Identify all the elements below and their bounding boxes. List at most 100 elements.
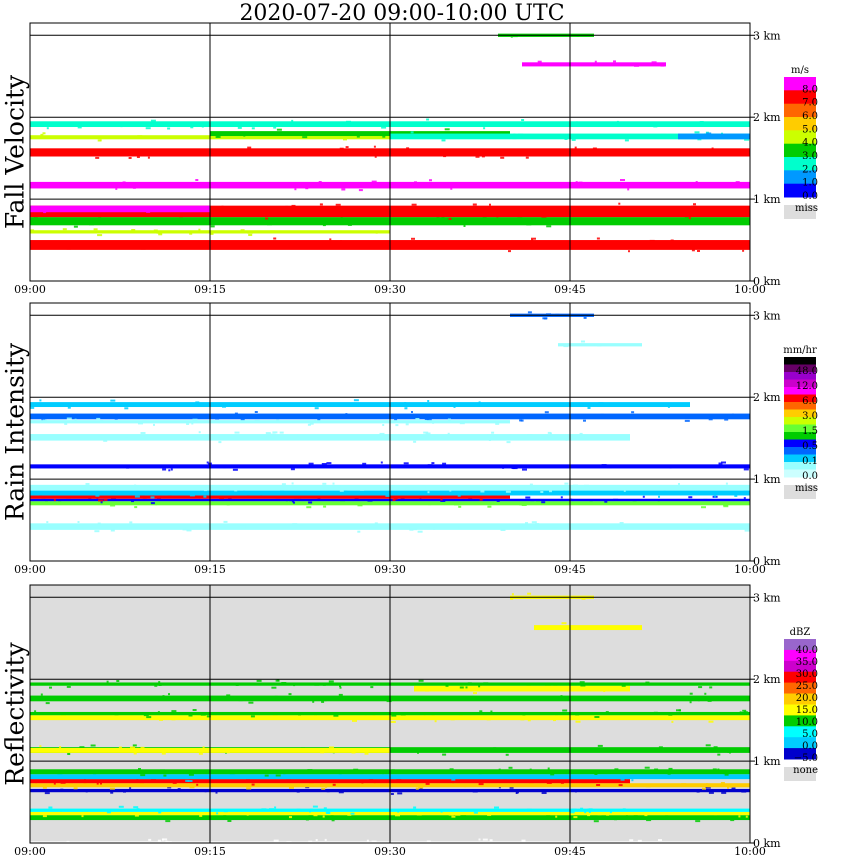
rain-intensity-speckle	[658, 495, 660, 498]
reflectivity-speckle	[687, 748, 692, 751]
fall-velocity-speckle	[259, 132, 263, 135]
rain-intensity-layer	[30, 402, 690, 408]
rain-intensity-speckle	[64, 422, 68, 425]
fall-velocity-speckle	[345, 245, 349, 248]
reflectivity-speckle	[42, 786, 47, 789]
reflectivity-speckle	[204, 790, 207, 793]
reflectivity-speckle	[324, 838, 327, 841]
fall-velocity-speckle	[295, 207, 300, 210]
reflectivity-colorbar-label: 35.0	[796, 657, 818, 668]
fall-velocity-speckle	[564, 138, 568, 140]
reflectivity-speckle	[442, 753, 447, 756]
rain-intensity-speckle	[317, 419, 321, 421]
reflectivity-speckle	[717, 753, 721, 756]
fall-velocity-speckle	[370, 151, 374, 154]
reflectivity-speckle	[175, 813, 181, 815]
rain-intensity-speckle	[613, 498, 619, 501]
rain-intensity-speckle	[417, 530, 423, 533]
rain-intensity-speckle	[527, 434, 533, 436]
reflectivity-speckle	[57, 773, 63, 776]
reflectivity-speckle	[425, 782, 430, 785]
rain-intensity-speckle	[522, 524, 525, 527]
fall-velocity-colorbar-swatch	[784, 103, 816, 118]
reflectivity-speckle	[85, 790, 88, 793]
reflectivity-speckle	[546, 781, 552, 784]
fall-velocity-speckle	[508, 250, 511, 253]
rain-intensity-speckle	[606, 466, 612, 469]
reflectivity-speckle	[550, 773, 555, 776]
reflectivity-speckle	[261, 808, 267, 811]
reflectivity-speckle	[668, 843, 674, 846]
reflectivity-colorbar-label: 10.0	[796, 717, 818, 728]
fall-velocity-speckle	[344, 149, 350, 152]
rain-intensity-speckle	[598, 402, 604, 405]
reflectivity-speckle	[167, 786, 172, 789]
rain-intensity-speckle	[345, 413, 348, 416]
rain-intensity-colorbar-swatch	[784, 439, 816, 448]
reflectivity-speckle	[546, 627, 550, 630]
rain-intensity-speckle	[265, 432, 271, 435]
fall-velocity-speckle	[324, 211, 330, 214]
rain-intensity-speckle	[584, 484, 589, 487]
reflectivity-speckle	[320, 751, 325, 754]
reflectivity-speckle	[269, 808, 274, 811]
reflectivity-speckle	[478, 774, 482, 777]
rain-intensity-speckle	[339, 489, 344, 492]
rain-intensity-speckle	[427, 491, 430, 494]
rain-intensity-speckle	[328, 491, 334, 493]
rain-intensity-speckle	[413, 440, 417, 443]
rain-intensity-speckle	[299, 525, 304, 528]
reflectivity-speckle	[730, 819, 735, 822]
fall-velocity-speckle	[512, 137, 517, 140]
fall-velocity-speckle	[319, 203, 323, 206]
rain-intensity-speckle	[415, 418, 420, 420]
fall-velocity-speckle	[318, 181, 322, 183]
rain-intensity-speckle	[394, 418, 398, 421]
rain-intensity-colorbar-swatch	[784, 402, 816, 410]
reflectivity-speckle	[304, 775, 308, 778]
reflectivity-speckle	[49, 789, 53, 792]
rain-intensity-speckle	[529, 483, 533, 486]
reflectivity-speckle	[581, 597, 586, 600]
reflectivity-speckle	[461, 814, 467, 817]
rain-intensity-speckle	[218, 441, 222, 444]
reflectivity-speckle	[332, 783, 336, 786]
rain-intensity-speckle	[642, 495, 645, 498]
fall-velocity-speckle	[574, 186, 580, 189]
rain-intensity-speckle	[509, 434, 512, 437]
fall-velocity-speckle	[77, 126, 82, 129]
fall-velocity-speckle	[40, 133, 44, 136]
reflectivity-speckle	[225, 770, 229, 773]
rain-intensity-speckle	[392, 499, 396, 501]
rain-intensity-speckle	[531, 521, 537, 524]
fall-velocity-speckle	[688, 217, 691, 220]
reflectivity-speckle	[745, 815, 748, 818]
reflectivity-speckle	[40, 693, 43, 696]
fall-velocity-colorbar-label: 2.0	[802, 164, 818, 175]
fall-velocity-speckle	[195, 179, 199, 181]
rain-intensity-speckle	[440, 500, 446, 502]
rain-intensity-speckle	[379, 432, 385, 435]
rain-intensity-speckle	[223, 466, 227, 469]
fall-velocity-speckle	[725, 207, 731, 210]
fall-velocity-speckle	[574, 146, 577, 149]
rain-intensity-speckle	[403, 462, 409, 465]
fall-velocity-speckle	[518, 133, 524, 136]
rain-intensity-speckle	[254, 411, 258, 413]
fall-velocity-speckle	[346, 151, 351, 154]
fall-velocity-colorbar-swatch	[784, 117, 816, 131]
rain-intensity-speckle	[339, 403, 342, 406]
reflectivity-speckle	[395, 814, 400, 817]
rain-intensity-speckle	[96, 417, 101, 420]
rain-intensity-speckle	[714, 495, 717, 498]
reflectivity-speckle	[426, 840, 431, 843]
reflectivity-speckle	[274, 806, 277, 809]
rain-intensity-speckle	[527, 311, 532, 314]
fall-velocity-colorbar-swatch	[784, 90, 816, 105]
rain-intensity-speckle	[447, 418, 451, 421]
rain-intensity-speckle	[353, 399, 359, 402]
reflectivity-speckle	[449, 789, 453, 792]
fall-velocity-speckle	[205, 182, 210, 184]
fall-velocity-colorbar-swatch	[784, 170, 816, 185]
rain-intensity-speckle	[204, 489, 207, 492]
